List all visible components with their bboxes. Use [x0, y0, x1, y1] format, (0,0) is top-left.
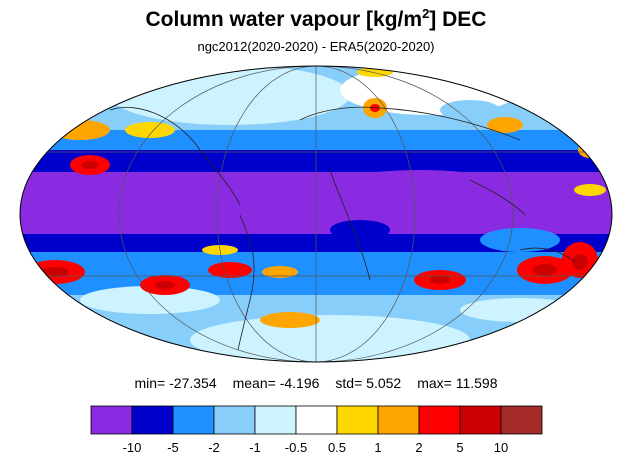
colorbar-swatch — [213, 405, 256, 435]
colorbar-tick-label: 10 — [493, 440, 509, 455]
colorbar-swatch — [131, 405, 174, 435]
colorbar-tick-label: -10 — [122, 440, 142, 455]
colorbar-tick-label: -2 — [208, 440, 220, 455]
stat-max-value: 11.598 — [455, 375, 498, 391]
colorbar-swatch — [500, 405, 543, 435]
map-outline — [19, 65, 613, 363]
colorbar-tick-label: -1 — [249, 440, 261, 455]
colorbar-tick-label: 0.5 — [327, 440, 347, 455]
coastlines — [109, 106, 576, 351]
stat-min: min= -27.354 — [134, 375, 217, 391]
colorbar-swatch — [90, 405, 133, 435]
stat-std-value: 5.052 — [366, 375, 402, 391]
colorbar-tick-label: 1 — [374, 440, 382, 455]
colorbar-tick-label: -0.5 — [284, 440, 308, 455]
colorbar — [90, 405, 543, 435]
colorbar-tick-label: 5 — [456, 440, 464, 455]
map-title: Column water vapour [kg/m2] DEC — [0, 6, 632, 32]
colorbar-swatch — [172, 405, 215, 435]
statistics-line: min= -27.354 mean= -4.196 std= 5.052 max= 1… — [0, 375, 632, 391]
title-main: Column water vapour [kg/m — [145, 8, 423, 31]
map-subtitle: ngc2012(2020-2020) - ERA5(2020-2020) — [197, 39, 435, 54]
stat-std: std= 5.052 — [335, 375, 402, 391]
colorbar-swatch — [336, 405, 379, 435]
colorbar-swatch — [254, 405, 297, 435]
stat-min-value: -27.354 — [169, 375, 217, 391]
title-superscript: 2 — [422, 6, 430, 21]
graticule — [20, 66, 612, 362]
stat-mean: mean= -4.196 — [232, 375, 320, 391]
colorbar-swatch — [459, 405, 502, 435]
stat-max: max= 11.598 — [417, 375, 498, 391]
colorbar-swatch — [295, 405, 338, 435]
colorbar-swatch — [377, 405, 420, 435]
title-suffix: ] DEC — [429, 8, 487, 31]
colorbar-swatch — [418, 405, 461, 435]
colorbar-tick-label: -5 — [167, 440, 179, 455]
colorbar-tick-label: 2 — [415, 440, 423, 455]
stat-mean-value: -4.196 — [279, 375, 320, 391]
world-map — [19, 65, 613, 363]
